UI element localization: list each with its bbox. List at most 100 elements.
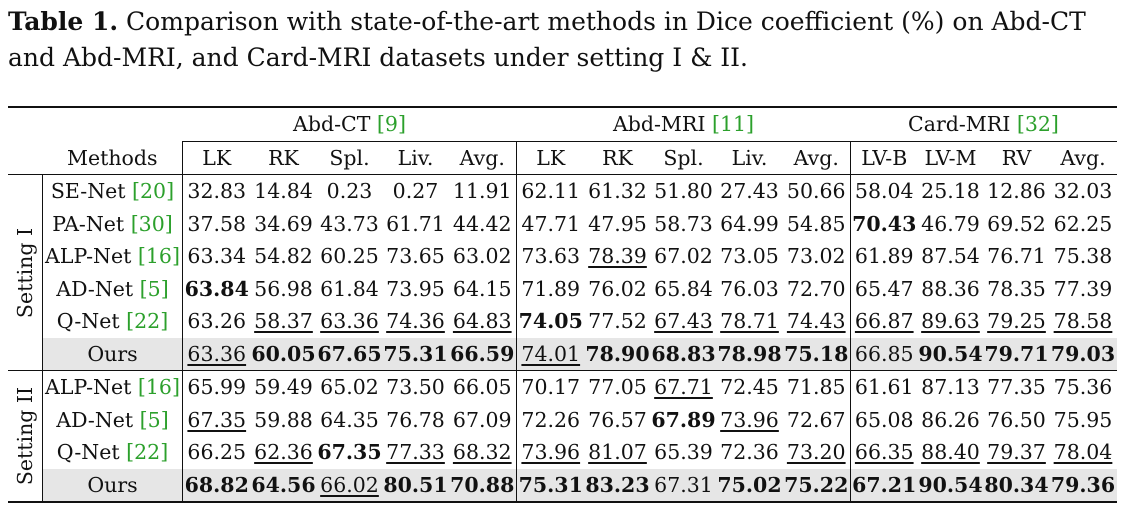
table-cell: 71.89	[517, 273, 585, 306]
cell-value: 70.17	[521, 375, 581, 400]
cell-value: 78.58	[1053, 309, 1113, 334]
cell-value: 75.36	[1053, 375, 1113, 400]
cell-value: 65.99	[187, 375, 247, 400]
cell-value: 63.36	[187, 341, 247, 366]
column-header: Avg.	[1060, 145, 1106, 170]
table-cell: 66.87	[851, 305, 918, 338]
table-cell: 76.71	[984, 240, 1050, 273]
table-cell: 73.05	[717, 240, 783, 273]
table-cell: 59.88	[251, 404, 317, 437]
cell-value: 56.98	[254, 276, 313, 301]
method-label: ALP-Net	[45, 244, 138, 269]
cell-value: 72.36	[720, 440, 779, 465]
cell-value: 67.31	[654, 472, 713, 497]
citation: [20]	[132, 179, 175, 204]
table-cell: 64.56	[250, 468, 317, 502]
table-cell: 47.71	[517, 208, 585, 241]
cell-value: 64.35	[320, 407, 379, 432]
cell-value: 77.52	[588, 309, 647, 334]
method-label: PA-Net	[52, 211, 131, 236]
table-cell: 65.47	[851, 273, 918, 306]
cell-value: 76.03	[720, 276, 779, 301]
table-row-ours: Ours 63.36 60.05 67.65 75.31 66.59 74.01 78.90 6…	[8, 337, 1117, 371]
table-cell: 66.85	[850, 337, 918, 371]
cell-value: 25.18	[921, 179, 980, 204]
table-cell: 75.02	[716, 468, 783, 502]
table-cell: 80.34	[983, 468, 1050, 502]
cell-value: 89.63	[921, 309, 980, 334]
table-cell: 67.31	[650, 468, 717, 502]
column-header: Avg.	[782, 141, 851, 175]
cell-value: 68.83	[651, 341, 716, 366]
table-cell: 63.36	[182, 337, 251, 371]
table-cell: 73.96	[517, 436, 585, 469]
table-cell: 58.04	[851, 175, 918, 208]
method-label: Q-Net	[56, 309, 127, 334]
table-cell: 83.23	[584, 468, 651, 502]
table-cell: 12.86	[984, 175, 1050, 208]
cell-value: 63.84	[184, 276, 249, 301]
cell-value: 61.32	[588, 179, 647, 204]
cell-value: 67.35	[187, 407, 247, 432]
group-abd-mri: Abd-MRI [11]	[516, 108, 851, 142]
cell-value: 51.80	[654, 179, 713, 204]
cell-value: 0.27	[392, 179, 439, 204]
cell-value: 67.43	[654, 309, 713, 334]
table-cell: 43.73	[317, 208, 383, 241]
cell-value: 87.13	[921, 375, 980, 400]
cell-value: 64.99	[720, 211, 779, 236]
cell-value: 74.01	[521, 341, 581, 366]
cell-value: 59.49	[254, 375, 313, 400]
method-name: ALP-Net [16]	[42, 371, 183, 404]
cell-value: 76.02	[588, 276, 647, 301]
cell-value: 67.65	[317, 341, 382, 366]
cell-value: 73.95	[386, 276, 445, 301]
table-cell: 79.37	[984, 436, 1050, 469]
cell-value: 54.82	[254, 244, 313, 269]
cell-value: 78.35	[987, 276, 1046, 301]
caption-label: Table 1.	[8, 7, 119, 36]
table-cell: 75.31	[382, 337, 449, 371]
table-cell: 75.18	[782, 337, 851, 371]
cell-value: 61.61	[854, 375, 914, 400]
cell-value: 76.78	[386, 407, 445, 432]
table-cell: 87.13	[918, 371, 984, 404]
table-row: ALP-Net [16] 63.34 54.82 60.25 73.65 63.02 73.…	[8, 240, 1117, 273]
table-cell: 77.52	[585, 305, 651, 338]
citation: [22]	[126, 440, 169, 465]
table-cell: 74.01	[516, 337, 585, 371]
table-cell: 11.91	[448, 175, 517, 208]
table-row: AD-Net [5] 63.84 56.98 61.84 73.95 64.15 71.89…	[8, 272, 1117, 306]
table-cell: 64.83	[448, 305, 517, 338]
table-cell: 73.20	[782, 436, 851, 469]
table-cell: 50.66	[782, 175, 851, 208]
cell-value: 88.40	[921, 440, 980, 465]
cell-value: 77.35	[987, 375, 1046, 400]
cell-value: 61.89	[854, 244, 914, 269]
table-cell: 70.17	[517, 371, 585, 404]
citation: [30]	[130, 211, 173, 236]
table-cell: 67.35	[183, 404, 251, 437]
table-cell: 61.89	[851, 240, 918, 273]
table-cell: 86.26	[918, 404, 984, 437]
table-row: Q-Net [22] 66.25 62.36 67.35 77.33 68.32 73.96…	[8, 436, 1117, 469]
cell-value: 66.85	[854, 341, 914, 366]
table-cell: 72.67	[782, 403, 851, 436]
cell-value: 32.83	[187, 179, 247, 204]
cell-value: 77.33	[386, 440, 445, 465]
cell-value: 75.31	[518, 472, 583, 497]
table-cell: 81.07	[585, 436, 651, 469]
table-cell: 79.36	[1049, 468, 1117, 502]
table-cell: 78.90	[584, 337, 651, 371]
table-cell: 0.27	[383, 175, 449, 208]
cell-value: 86.26	[921, 407, 980, 432]
table-cell: 66.59	[448, 337, 517, 371]
table-cell: 75.38	[1050, 240, 1117, 273]
table-cell: 32.03	[1050, 175, 1117, 208]
cell-value: 68.32	[452, 440, 512, 465]
cell-value: 78.98	[717, 341, 782, 366]
cell-value: 27.43	[720, 179, 779, 204]
table-cell: 73.50	[383, 371, 449, 404]
table-cell: 72.70	[782, 272, 851, 305]
table-cell: 61.61	[851, 371, 918, 404]
